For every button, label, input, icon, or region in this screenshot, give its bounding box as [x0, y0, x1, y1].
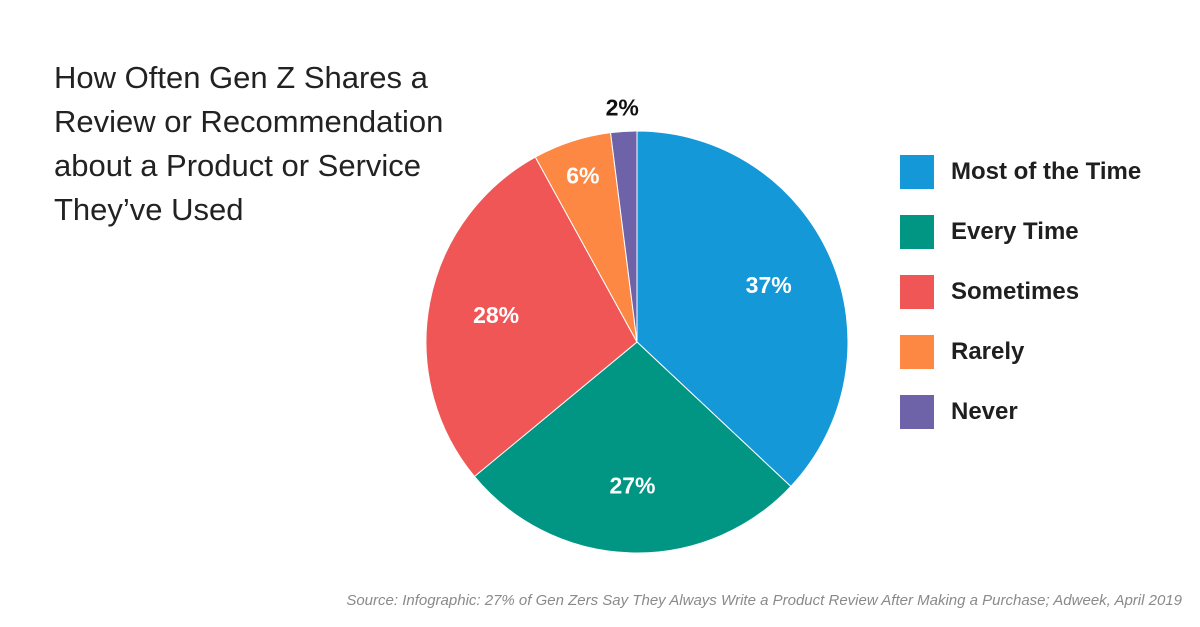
legend-label: Never [951, 398, 1018, 425]
slice-value-label: 28% [473, 302, 519, 328]
legend-swatch [900, 335, 934, 369]
legend: Most of the Time Every Time Sometimes Ra… [900, 142, 1141, 442]
slice-value-label: 27% [609, 472, 655, 498]
legend-label: Most of the Time [951, 158, 1142, 185]
legend-swatch [900, 215, 934, 249]
legend-label: Sometimes [951, 278, 1080, 305]
chart-title-line: Review or Recommendation [54, 104, 444, 139]
legend-item: Rarely [900, 322, 1141, 382]
legend-label: Every Time [951, 218, 1079, 245]
chart-title-line: about a Product or Service [54, 148, 422, 183]
pie-slice [609, 130, 638, 343]
pie-slice [425, 156, 638, 478]
legend-item: Never [900, 382, 1141, 442]
pie-slice [473, 341, 792, 554]
legend-item: Most of the Time [900, 142, 1141, 202]
slice-value-label: 37% [746, 272, 792, 298]
legend-item: Sometimes [900, 262, 1141, 322]
chart-title-line: How Often Gen Z Shares a [54, 60, 428, 95]
legend-swatch [900, 275, 934, 309]
legend-swatch [900, 395, 934, 429]
chart-title: How Often Gen Z Shares a Review or Recom… [54, 56, 514, 232]
slice-value-label: 2% [606, 95, 639, 121]
legend-swatch [900, 155, 934, 189]
slice-value-label: 6% [566, 162, 599, 188]
chart-title-line: They’ve Used [54, 192, 244, 227]
source-note: Source: Infographic: 27% of Gen Zers Say… [346, 592, 1182, 609]
pie-slice [636, 130, 849, 488]
legend-label: Rarely [951, 338, 1025, 365]
legend-item: Every Time [900, 202, 1141, 262]
